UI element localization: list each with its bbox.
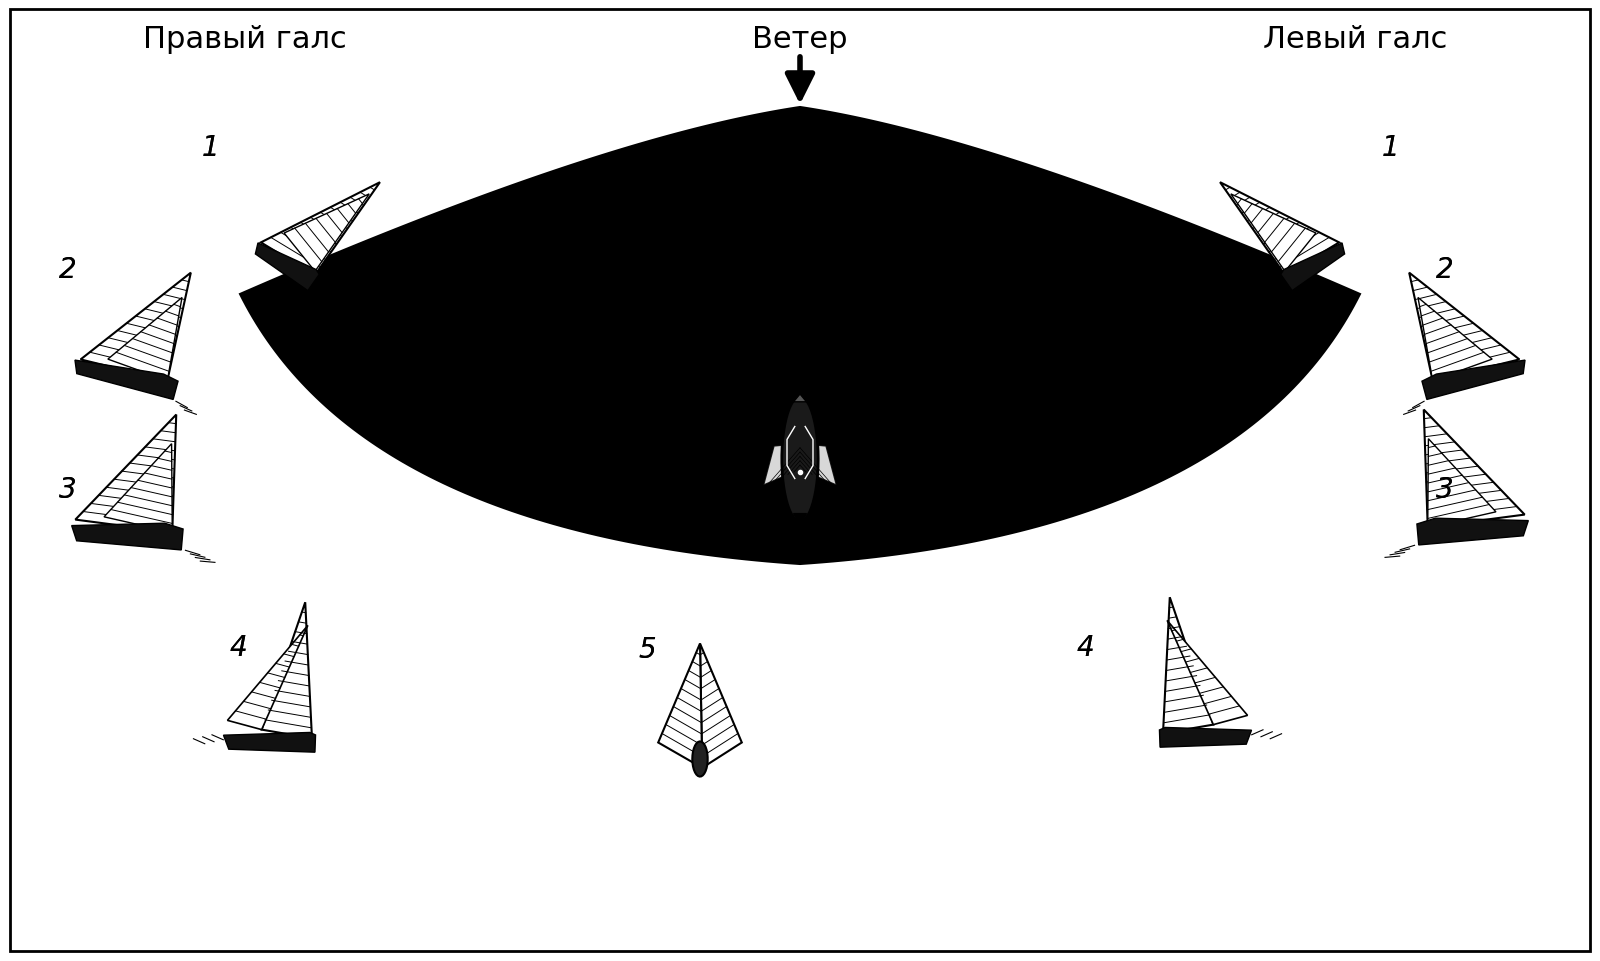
Text: 1: 1 xyxy=(202,134,219,161)
Polygon shape xyxy=(75,415,176,532)
Polygon shape xyxy=(227,626,307,729)
Text: 1: 1 xyxy=(1381,134,1398,161)
Polygon shape xyxy=(658,644,702,768)
Polygon shape xyxy=(1410,273,1520,382)
Polygon shape xyxy=(794,514,806,525)
Polygon shape xyxy=(80,273,190,382)
Polygon shape xyxy=(72,524,182,551)
Polygon shape xyxy=(701,644,742,768)
Polygon shape xyxy=(1280,244,1344,291)
Polygon shape xyxy=(75,360,178,400)
Polygon shape xyxy=(285,195,370,272)
Text: 5: 5 xyxy=(638,635,656,663)
Text: 1: 1 xyxy=(1381,134,1398,161)
Text: 4: 4 xyxy=(1077,633,1094,661)
Polygon shape xyxy=(261,183,379,276)
Text: 6: 6 xyxy=(842,485,859,513)
Text: Левый галс: Левый галс xyxy=(1262,26,1446,55)
Polygon shape xyxy=(1160,727,1251,748)
Text: 2: 2 xyxy=(59,256,77,283)
Polygon shape xyxy=(1163,598,1213,733)
Polygon shape xyxy=(104,444,173,532)
Polygon shape xyxy=(256,244,320,291)
Polygon shape xyxy=(782,397,818,522)
Polygon shape xyxy=(794,395,806,403)
Text: Ветер: Ветер xyxy=(752,26,848,55)
Text: 3: 3 xyxy=(1437,476,1454,504)
Polygon shape xyxy=(1424,410,1525,528)
Text: Правый галс: Правый галс xyxy=(142,26,347,55)
Text: 4: 4 xyxy=(1077,633,1094,661)
Polygon shape xyxy=(107,298,182,382)
Polygon shape xyxy=(693,742,707,776)
Polygon shape xyxy=(224,732,315,752)
Polygon shape xyxy=(1427,439,1496,528)
Polygon shape xyxy=(763,444,800,485)
Text: 3: 3 xyxy=(59,476,77,504)
Text: 1: 1 xyxy=(202,134,219,161)
Polygon shape xyxy=(1418,298,1493,382)
Text: 3: 3 xyxy=(1437,476,1454,504)
Polygon shape xyxy=(1418,519,1528,546)
Text: 2: 2 xyxy=(1437,256,1454,283)
Polygon shape xyxy=(240,108,1360,564)
Polygon shape xyxy=(1166,621,1248,725)
Polygon shape xyxy=(1422,360,1525,400)
Text: 4: 4 xyxy=(229,633,246,661)
Text: 5: 5 xyxy=(638,635,656,663)
Polygon shape xyxy=(1221,183,1339,276)
Text: 3: 3 xyxy=(59,476,77,504)
Text: 2: 2 xyxy=(1437,256,1454,283)
Text: 4: 4 xyxy=(229,633,246,661)
Polygon shape xyxy=(1230,195,1315,272)
Polygon shape xyxy=(800,444,837,485)
Polygon shape xyxy=(262,603,312,738)
Text: 6: 6 xyxy=(842,485,859,513)
Text: 2: 2 xyxy=(59,256,77,283)
